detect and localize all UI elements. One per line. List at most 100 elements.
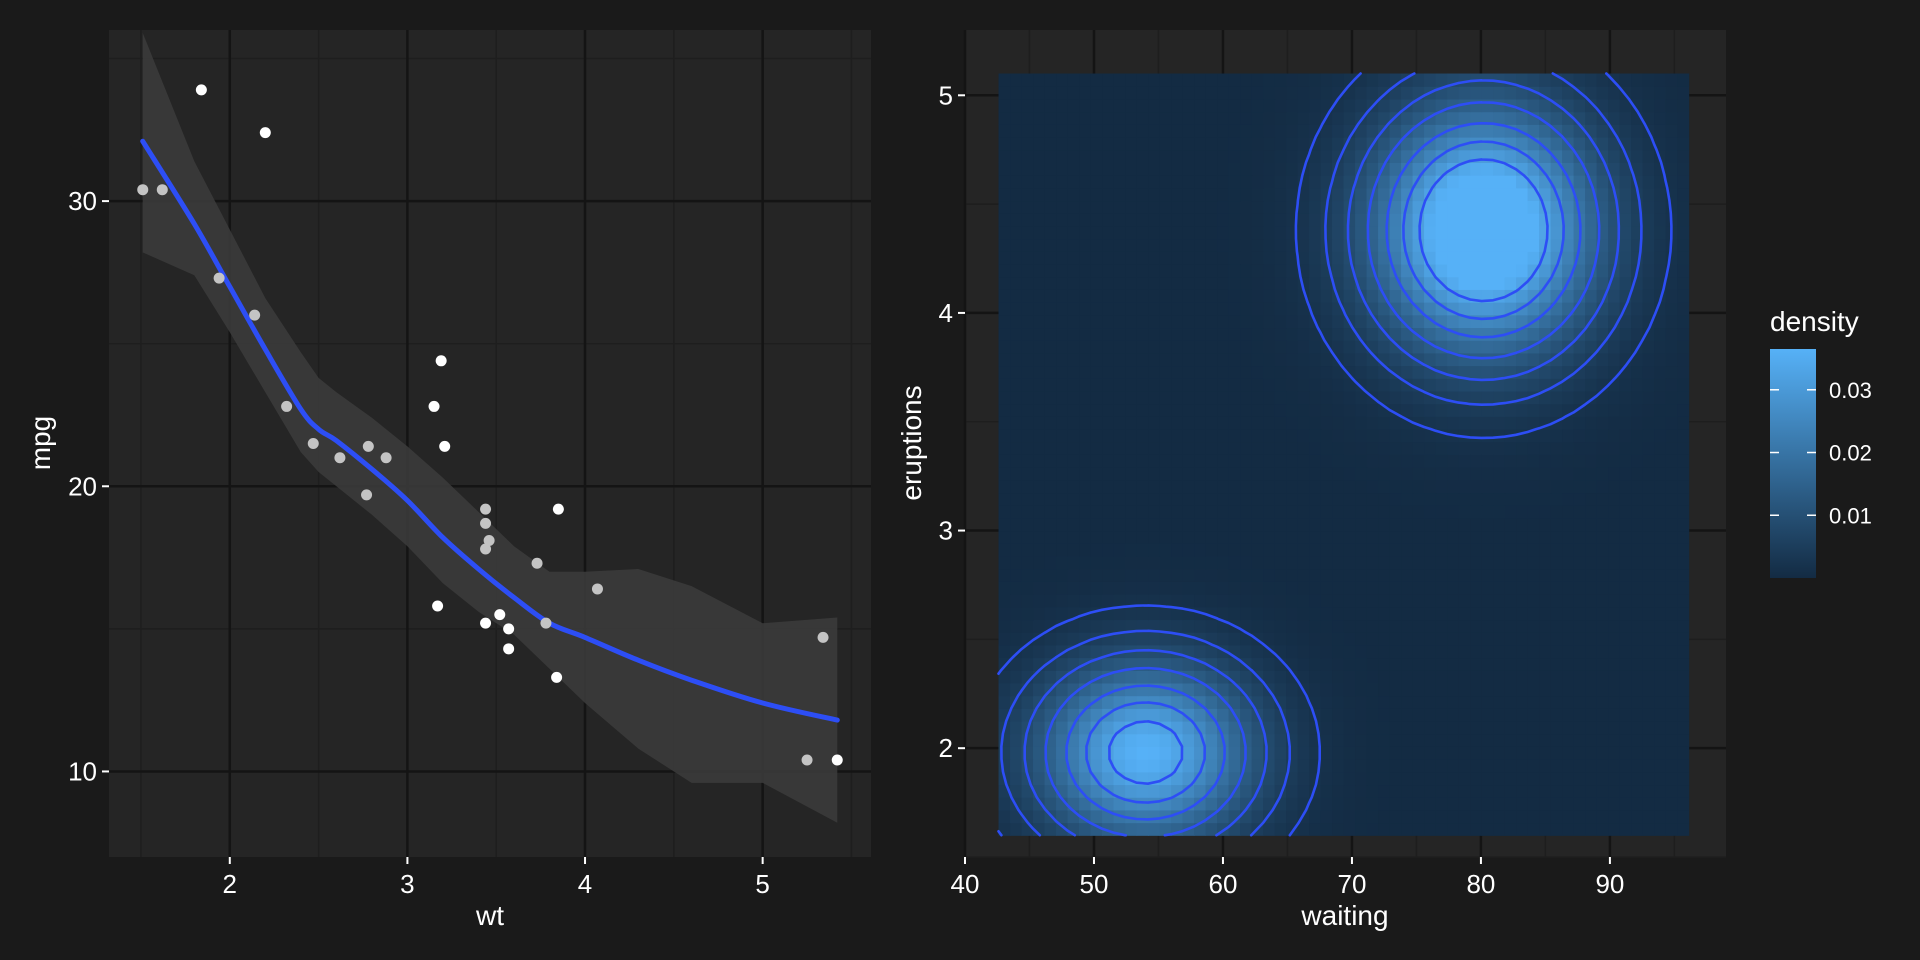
density-tile <box>1585 289 1598 303</box>
density-tile <box>1113 657 1126 671</box>
density-tile <box>1665 505 1678 519</box>
density-tile <box>1389 302 1402 316</box>
density-tile <box>1619 771 1632 786</box>
density-tile <box>1424 594 1437 608</box>
density-tile <box>1102 314 1115 329</box>
density-tile <box>1596 73 1609 87</box>
density-tile <box>1493 644 1506 659</box>
density-tile <box>1090 416 1103 430</box>
density-tile <box>1079 416 1092 430</box>
density-tile <box>1320 594 1333 608</box>
density-tile <box>1389 632 1402 646</box>
density-tile <box>1033 771 1046 786</box>
density-tile <box>1516 492 1529 506</box>
density-tile <box>1493 809 1506 824</box>
density-tile <box>1171 111 1184 125</box>
density-tile <box>1320 657 1333 671</box>
density-tile <box>1654 213 1667 227</box>
density-tile <box>1079 467 1092 481</box>
density-tile <box>1067 543 1080 557</box>
density-tile <box>1136 543 1149 557</box>
density-tile <box>1631 492 1644 506</box>
density-tile <box>1562 809 1575 824</box>
density-tile <box>1309 200 1322 214</box>
density-tile <box>1539 530 1552 544</box>
density-tile <box>1366 454 1379 468</box>
density-tile <box>1481 467 1494 481</box>
density-tile <box>1251 619 1264 633</box>
density-tile <box>1596 187 1609 202</box>
right-y-tick-label: 3 <box>939 516 953 546</box>
density-tile <box>1631 454 1644 468</box>
density-tile <box>1355 657 1368 671</box>
density-tile <box>1677 606 1690 621</box>
density-tile <box>1435 479 1448 494</box>
density-tile <box>1113 441 1126 455</box>
density-tile <box>1355 530 1368 544</box>
density-tile <box>1148 149 1161 163</box>
density-tile <box>1642 175 1655 189</box>
density-tile <box>1159 289 1172 303</box>
density-tile <box>1447 187 1460 202</box>
density-tile <box>1297 619 1310 633</box>
density-tile <box>1332 733 1345 747</box>
density-tile <box>1631 327 1644 341</box>
density-tile <box>1389 797 1402 811</box>
density-tile <box>1585 809 1598 824</box>
density-tile <box>1378 797 1391 811</box>
density-tile <box>1608 390 1621 405</box>
density-tile <box>1079 251 1092 265</box>
density-tile <box>1332 378 1345 392</box>
density-tile <box>1516 720 1529 735</box>
density-tile <box>1550 543 1563 557</box>
density-tile <box>1010 162 1023 176</box>
density-tile <box>1240 213 1253 227</box>
density-tile <box>1125 213 1138 227</box>
density-tile <box>1677 492 1690 506</box>
density-tile <box>1470 213 1483 227</box>
density-tile <box>1033 276 1046 290</box>
density-tile <box>1619 213 1632 227</box>
density-tile <box>1263 403 1276 417</box>
density-tile <box>1320 555 1333 570</box>
density-tile <box>1665 124 1678 138</box>
density-tile <box>1125 263 1138 278</box>
density-tile <box>1148 263 1161 278</box>
density-tile <box>1447 543 1460 557</box>
density-tile <box>1665 467 1678 481</box>
density-contour <box>997 72 1673 837</box>
density-tile <box>1596 759 1609 773</box>
density-tile <box>1297 403 1310 417</box>
density-tile <box>1263 162 1276 176</box>
density-tile <box>1194 302 1207 316</box>
density-tile <box>1159 175 1172 189</box>
density-tile <box>1159 390 1172 405</box>
density-tile <box>1378 581 1391 595</box>
density-tile <box>1665 720 1678 735</box>
density-tile <box>1010 759 1023 773</box>
density-tile <box>1573 289 1586 303</box>
density-tile <box>1343 619 1356 633</box>
density-tile <box>1355 670 1368 684</box>
density-tile <box>1493 390 1506 405</box>
density-tile <box>1079 771 1092 786</box>
density-tile <box>1389 390 1402 405</box>
density-tile <box>1171 771 1184 786</box>
density-tile <box>1067 594 1080 608</box>
density-tile <box>1654 746 1667 760</box>
density-tile <box>1113 289 1126 303</box>
density-tile <box>1447 454 1460 468</box>
density-tile <box>1090 73 1103 87</box>
density-tile <box>1458 606 1471 621</box>
density-tile <box>1493 98 1506 113</box>
density-tile <box>1539 314 1552 329</box>
density-tile <box>1228 517 1241 532</box>
density-tile <box>1642 149 1655 163</box>
density-tile <box>1539 403 1552 417</box>
density-tile <box>1263 670 1276 684</box>
density-tile <box>1274 378 1287 392</box>
density-tile <box>1010 670 1023 684</box>
density-tile <box>1654 263 1667 278</box>
density-tile <box>1378 568 1391 582</box>
density-tile <box>1493 530 1506 544</box>
